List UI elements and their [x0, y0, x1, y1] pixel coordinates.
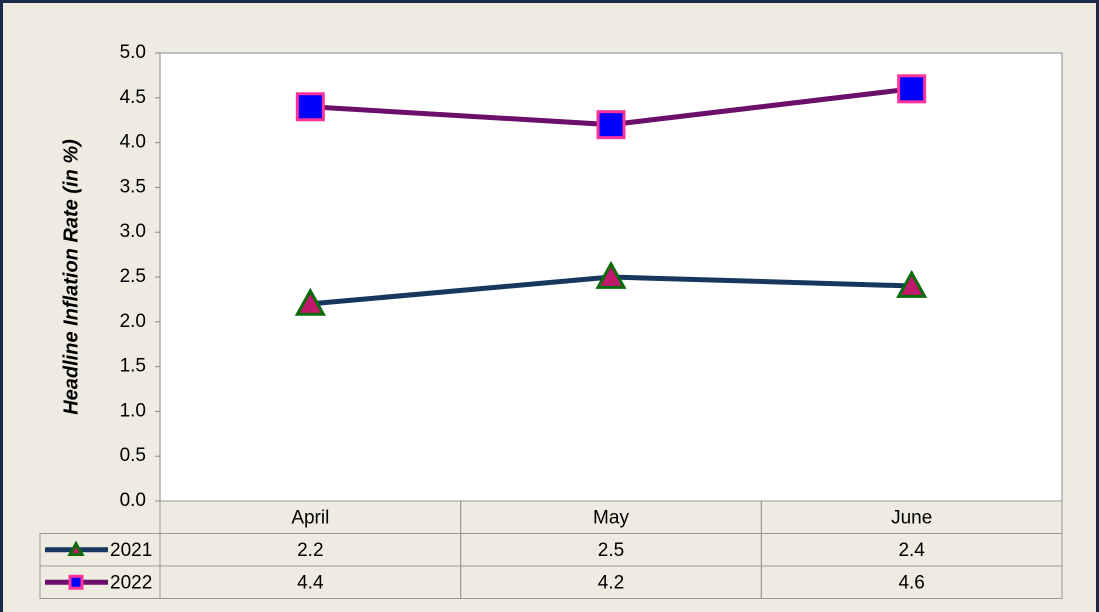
legend-marker — [68, 574, 84, 590]
y-tick-label: 2.5 — [120, 266, 146, 287]
y-tick-label: 1.0 — [120, 400, 146, 421]
table-value: 4.2 — [598, 572, 624, 593]
y-tick-label: 0.0 — [120, 490, 146, 511]
x-tick-label: May — [593, 507, 629, 528]
y-axis-label: Headline Inflation Rate (in %) — [60, 139, 82, 415]
y-tick-label: 3.0 — [120, 221, 146, 242]
y-tick-label: 4.0 — [120, 132, 146, 153]
legend-marker — [67, 540, 85, 557]
y-tick-label: 3.5 — [120, 176, 146, 197]
marker — [294, 287, 326, 316]
marker — [595, 260, 627, 289]
table-value: 2.4 — [898, 540, 925, 561]
x-tick-label: April — [291, 507, 329, 528]
table-value: 2.5 — [598, 540, 624, 561]
y-tick-label: 2.0 — [120, 311, 146, 332]
y-tick-label: 0.5 — [120, 445, 146, 466]
table-cell — [760, 565, 1063, 599]
marker — [295, 92, 325, 122]
y-tick-label: 4.5 — [120, 87, 146, 108]
legend-label: 2021 — [110, 540, 152, 561]
table-value: 4.4 — [297, 572, 324, 593]
table-value: 4.6 — [898, 572, 924, 593]
y-tick-label: 5.0 — [120, 42, 146, 63]
table-value: 2.2 — [297, 540, 323, 561]
marker — [897, 74, 927, 104]
legend-label: 2022 — [110, 572, 152, 593]
x-tick-label: June — [891, 507, 932, 528]
marker — [596, 110, 626, 140]
marker — [896, 269, 928, 298]
y-tick-label: 1.5 — [120, 356, 146, 377]
